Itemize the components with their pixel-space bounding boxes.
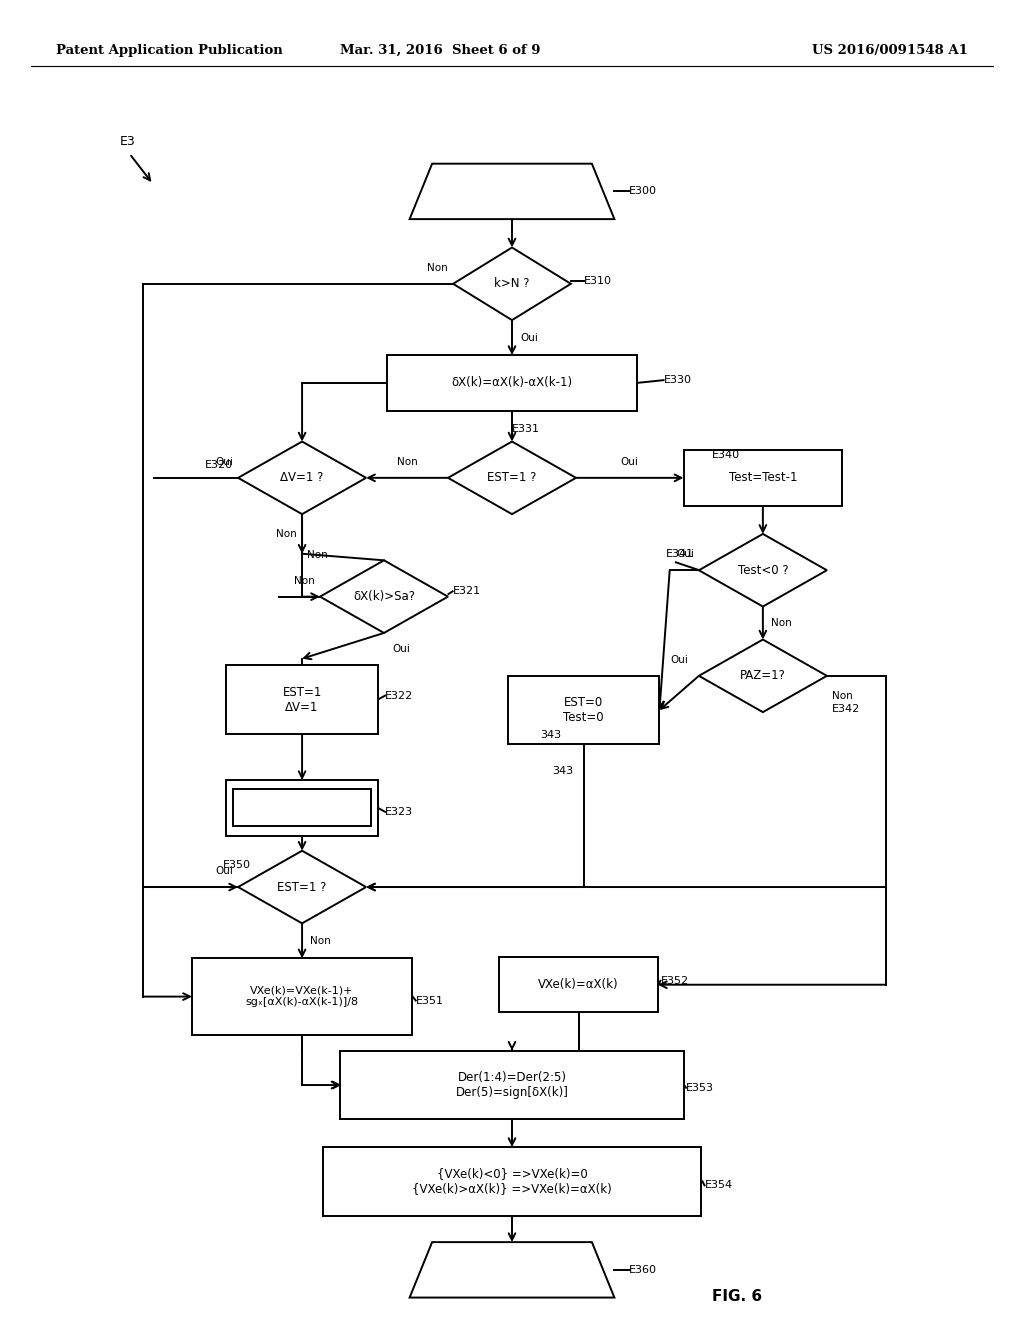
Text: E322: E322 xyxy=(385,690,414,701)
Text: Non: Non xyxy=(307,550,328,561)
Polygon shape xyxy=(449,441,575,513)
Text: E310: E310 xyxy=(584,276,611,286)
Text: Non: Non xyxy=(831,690,853,701)
Text: EST=1
ΔV=1: EST=1 ΔV=1 xyxy=(283,685,322,714)
Polygon shape xyxy=(410,1242,614,1298)
Bar xyxy=(508,676,659,744)
Polygon shape xyxy=(410,164,614,219)
Text: Non: Non xyxy=(396,457,418,467)
Text: Mar. 31, 2016  Sheet 6 of 9: Mar. 31, 2016 Sheet 6 of 9 xyxy=(340,44,541,57)
Text: E352: E352 xyxy=(660,975,688,986)
Text: E341: E341 xyxy=(666,549,693,560)
Text: Non: Non xyxy=(294,576,315,586)
Bar xyxy=(499,957,657,1012)
Text: Oui: Oui xyxy=(215,457,232,467)
Text: Oui: Oui xyxy=(676,549,694,560)
Text: ΔV=1 ?: ΔV=1 ? xyxy=(281,471,324,484)
Text: Oui: Oui xyxy=(215,866,232,876)
Bar xyxy=(323,1147,701,1216)
Text: 343: 343 xyxy=(541,730,562,741)
Bar xyxy=(387,355,637,411)
Text: VXe(k)=VXe(k-1)+
sgₓ[αX(k)-αX(k-1)]/8: VXe(k)=VXe(k-1)+ sgₓ[αX(k)-αX(k-1)]/8 xyxy=(246,986,358,1007)
Text: δX(k)=αX(k)-αX(k-1): δX(k)=αX(k)-αX(k-1) xyxy=(452,376,572,389)
Bar xyxy=(340,1051,684,1119)
Text: FIG. 6: FIG. 6 xyxy=(712,1288,762,1304)
Text: Test<0 ?: Test<0 ? xyxy=(737,564,788,577)
Text: E342: E342 xyxy=(831,704,860,714)
Text: E330: E330 xyxy=(664,375,691,385)
Text: E321: E321 xyxy=(453,586,480,597)
Text: E300: E300 xyxy=(629,186,656,197)
Text: Oui: Oui xyxy=(621,457,639,467)
Text: PAZ=1?: PAZ=1? xyxy=(740,669,785,682)
Text: Test=Test-1: Test=Test-1 xyxy=(729,471,797,484)
Bar xyxy=(233,789,371,826)
Text: EST=1 ?: EST=1 ? xyxy=(487,471,537,484)
Text: E360: E360 xyxy=(629,1265,656,1275)
Text: Oui: Oui xyxy=(520,333,538,343)
Text: E351: E351 xyxy=(416,995,443,1006)
Text: E354: E354 xyxy=(705,1180,732,1191)
Bar xyxy=(684,450,842,506)
Text: US 2016/0091548 A1: US 2016/0091548 A1 xyxy=(812,44,968,57)
Text: δX(k)>Sa?: δX(k)>Sa? xyxy=(353,590,415,603)
Text: E320: E320 xyxy=(205,459,232,470)
Polygon shape xyxy=(453,248,571,319)
Text: Non: Non xyxy=(771,618,792,628)
Text: Oui: Oui xyxy=(392,644,410,655)
Text: E340: E340 xyxy=(712,450,739,461)
Bar xyxy=(226,665,378,734)
Text: E3: E3 xyxy=(120,135,136,148)
Text: k>N ?: k>N ? xyxy=(495,277,529,290)
Text: EST=0
Test=0: EST=0 Test=0 xyxy=(563,696,604,725)
Text: Der(1:4)=Der(2:5)
Der(5)=sign[δX(k)]: Der(1:4)=Der(2:5) Der(5)=sign[δX(k)] xyxy=(456,1071,568,1100)
Polygon shape xyxy=(238,850,367,924)
Text: Patent Application Publication: Patent Application Publication xyxy=(56,44,283,57)
Text: Non: Non xyxy=(427,263,449,273)
Text: E350: E350 xyxy=(223,859,251,870)
Text: VXe(k)=αX(k): VXe(k)=αX(k) xyxy=(539,978,618,991)
Polygon shape xyxy=(698,640,827,713)
Text: Oui: Oui xyxy=(671,655,688,665)
Polygon shape xyxy=(698,535,827,607)
Text: {VXe(k)<0} =>VXe(k)=0
{VXe(k)>αX(k)} =>VXe(k)=αX(k): {VXe(k)<0} =>VXe(k)=0 {VXe(k)>αX(k)} =>V… xyxy=(412,1167,612,1196)
Text: Non: Non xyxy=(310,936,331,946)
Text: EST=1 ?: EST=1 ? xyxy=(278,880,327,894)
Text: E331: E331 xyxy=(512,424,540,434)
Bar xyxy=(226,780,378,836)
Polygon shape xyxy=(238,441,367,513)
Bar xyxy=(193,958,412,1035)
Polygon shape xyxy=(319,560,449,632)
Text: Non: Non xyxy=(276,529,297,539)
Text: 343: 343 xyxy=(552,766,573,776)
Text: E353: E353 xyxy=(686,1082,714,1093)
Text: E323: E323 xyxy=(385,807,413,817)
